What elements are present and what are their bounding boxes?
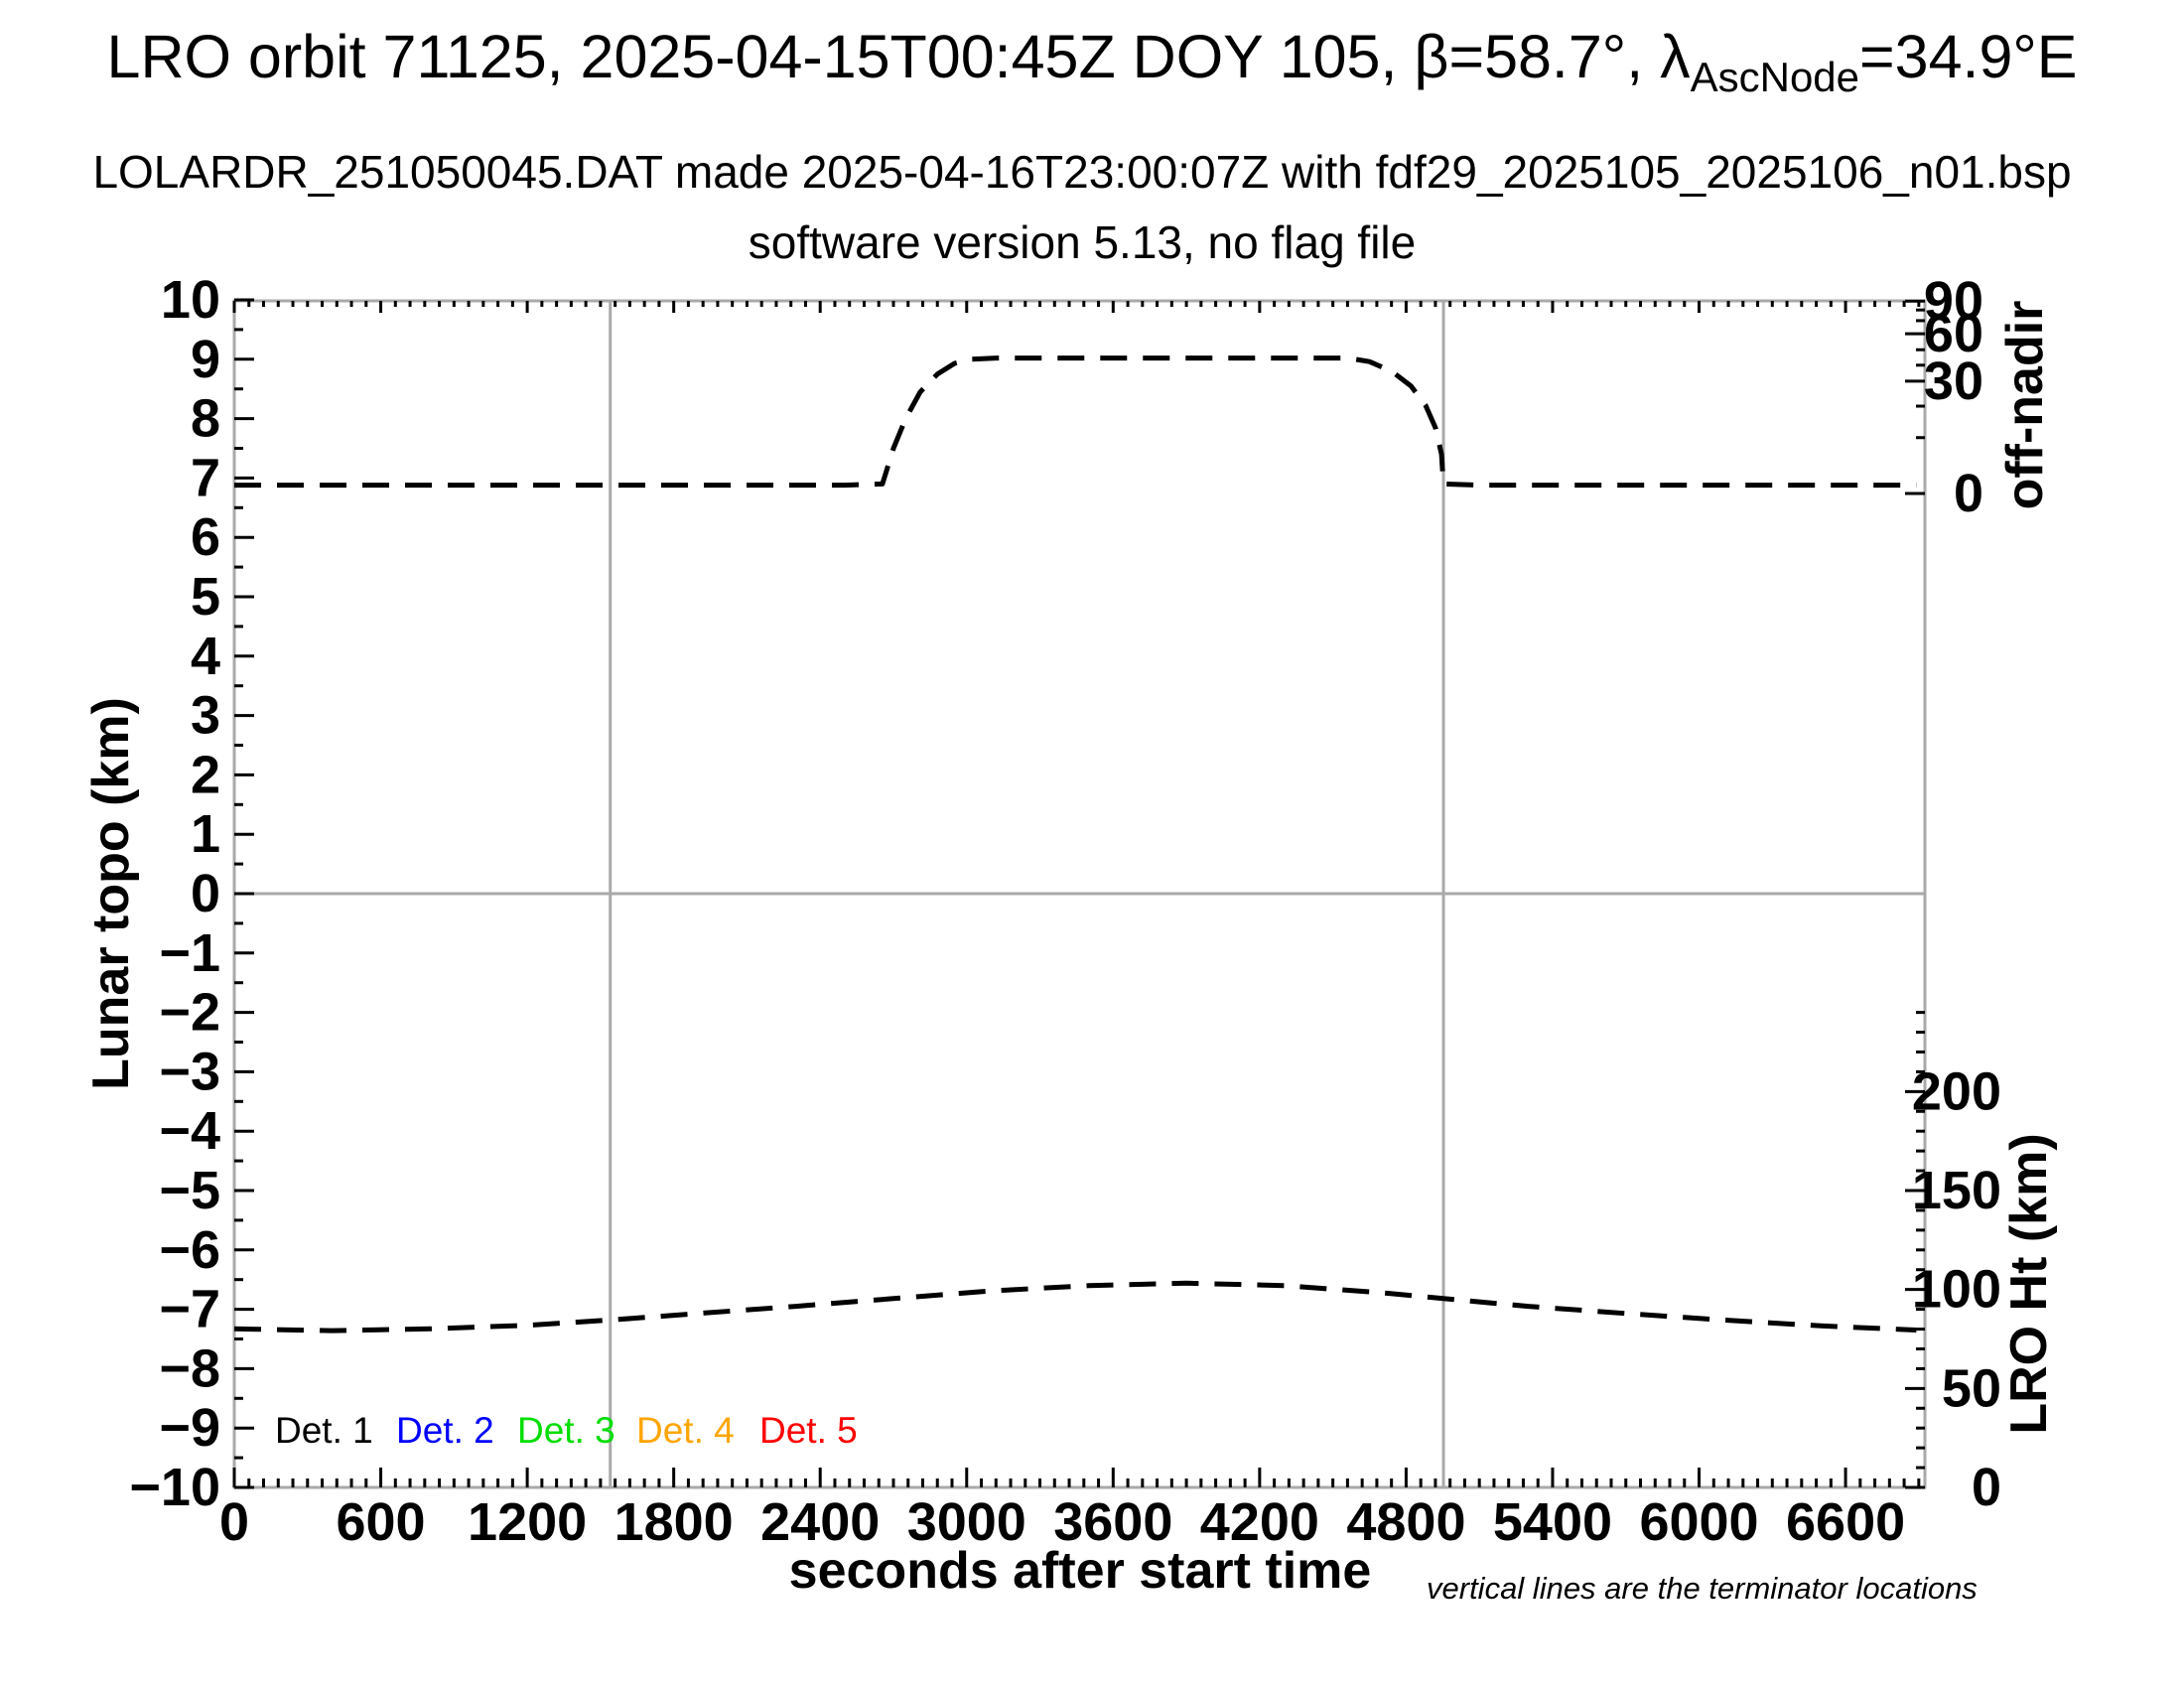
page-title-main: LRO orbit 71125, 2025-04-15T00:45Z DOY 1… xyxy=(106,23,1691,90)
y-axis-lroht-title: LRO Ht (km) xyxy=(2000,1133,2058,1435)
left-tick-label: 9 xyxy=(191,330,220,389)
left-tick-label: 5 xyxy=(191,567,220,627)
x-axis-title: seconds after start time xyxy=(788,1542,1372,1600)
lroht-tick-label: 100 xyxy=(1912,1260,2001,1320)
x-tick-label: 6000 xyxy=(1639,1492,1758,1552)
x-tick-label: 1800 xyxy=(614,1492,734,1552)
offnadir-tick-label: 30 xyxy=(1924,352,1983,411)
lroht-tick-label: 150 xyxy=(1912,1161,2001,1220)
terminator-footnote: vertical lines are the terminator locati… xyxy=(1427,1571,1978,1606)
x-tick-label: 6600 xyxy=(1786,1492,1905,1552)
legend-item-det-3: Det. 3 xyxy=(517,1410,615,1451)
subtitle-filename: LOLARDR_251050045.DAT made 2025-04-16T23… xyxy=(92,146,2072,198)
left-tick-label: 8 xyxy=(191,389,220,449)
left-tick-label: −3 xyxy=(159,1042,220,1101)
x-tick-label: 2400 xyxy=(760,1492,880,1552)
page-title-suffix: =34.9°E xyxy=(1859,23,2078,90)
left-tick-label: −6 xyxy=(159,1220,220,1280)
left-tick-label: 6 xyxy=(191,507,220,567)
offnadir-tick-label: 90 xyxy=(1924,271,1983,331)
lroht-axis-ticks xyxy=(1905,1011,1925,1489)
left-tick-label: 2 xyxy=(191,745,220,804)
x-tick-label: 3600 xyxy=(1053,1492,1172,1552)
lroht-axis-tick-labels: 0 50 100 150 200 xyxy=(1912,1061,2001,1517)
y-axis-left-title: Lunar topo (km) xyxy=(82,697,140,1090)
legend-item-det-1: Det. 1 xyxy=(275,1410,373,1451)
y-axis-offnadir-title: off-nadir xyxy=(1996,300,2054,510)
x-tick-label: 0 xyxy=(219,1492,249,1552)
lroht-tick-label: 50 xyxy=(1942,1358,2001,1418)
offnadir-axis-ticks xyxy=(1905,299,1925,495)
left-tick-label: 3 xyxy=(191,686,220,746)
left-tick-label: −10 xyxy=(129,1458,220,1517)
x-axis-tick-labels: 0 600 1200 1800 2400 3000 3600 4200 4800 5400 6000… xyxy=(219,1492,1905,1552)
left-axis-ticks xyxy=(234,298,254,1489)
x-tick-label: 1200 xyxy=(468,1492,587,1552)
left-tick-label: −2 xyxy=(159,983,220,1043)
offnadir-tick-label: 60 xyxy=(1924,304,1983,363)
left-tick-label: −1 xyxy=(159,923,220,983)
left-tick-label: −9 xyxy=(159,1398,220,1458)
x-tick-label: 600 xyxy=(336,1492,425,1552)
left-tick-label: 1 xyxy=(191,804,220,864)
x-tick-label: 4200 xyxy=(1200,1492,1319,1552)
x-tick-label: 3000 xyxy=(907,1492,1026,1552)
offnadir-tick-label: 0 xyxy=(1954,464,1983,523)
legend-item-det-5: Det. 5 xyxy=(759,1410,858,1451)
subtitle-software-version: software version 5.13, no flag file xyxy=(748,216,1417,268)
legend-item-det-4: Det. 4 xyxy=(636,1410,735,1451)
lroht-tick-label: 200 xyxy=(1912,1061,2001,1121)
left-tick-label: 10 xyxy=(161,270,220,330)
left-tick-label: −4 xyxy=(159,1101,220,1161)
legend-item-det-2: Det. 2 xyxy=(396,1410,494,1451)
x-tick-label: 4800 xyxy=(1346,1492,1465,1552)
page-title: LRO orbit 71125, 2025-04-15T00:45Z DOY 1… xyxy=(107,22,2078,101)
reference-lines xyxy=(234,301,1925,1487)
lroht-tick-label: 0 xyxy=(1972,1458,2001,1517)
left-tick-label: 0 xyxy=(191,864,220,923)
page-title-subscript: AscNode xyxy=(1690,54,1860,100)
left-tick-label: −7 xyxy=(159,1280,220,1339)
left-tick-label: −8 xyxy=(159,1338,220,1398)
x-axis-ticks xyxy=(232,301,1921,1487)
off-nadir-curve xyxy=(234,355,1917,489)
left-tick-label: −5 xyxy=(159,1161,220,1220)
left-tick-label: 4 xyxy=(191,627,220,686)
x-tick-label: 5400 xyxy=(1493,1492,1612,1552)
left-tick-label: 7 xyxy=(191,448,220,507)
lro-height-curve xyxy=(233,1280,1917,1334)
